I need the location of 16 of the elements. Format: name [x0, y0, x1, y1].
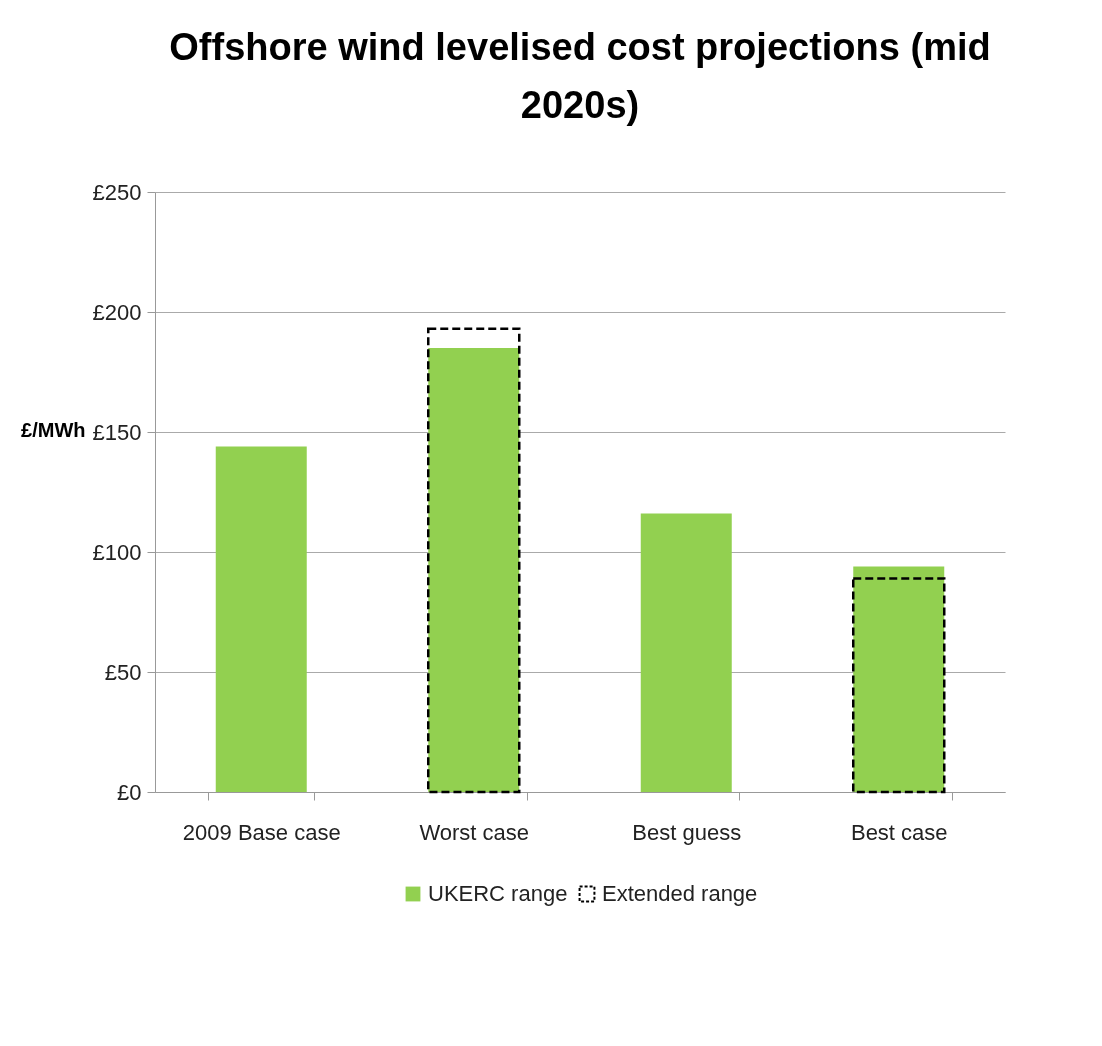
x-tick-label: Worst case — [419, 819, 530, 845]
y-tick-label: £0 — [117, 779, 142, 805]
y-tick-label: £50 — [104, 659, 142, 685]
y-tick-label: £200 — [92, 299, 142, 325]
x-tick-label: Best guess — [632, 819, 742, 845]
y-tick-label: £150 — [92, 419, 142, 445]
bar — [640, 513, 732, 792]
legend-label: Extended range — [602, 881, 758, 906]
bar — [215, 446, 307, 792]
chart-title: Offshore wind levelised cost projections (mid 2020s) — [169, 26, 991, 126]
x-tick-label: Best case — [850, 819, 948, 845]
y-tick-label: £250 — [92, 179, 142, 205]
legend-label: UKERC range — [428, 881, 568, 906]
x-tick-label: 2009 Base case — [182, 819, 341, 845]
y-axis-title: £/MWh — [21, 418, 86, 441]
y-tick-label: £100 — [92, 539, 142, 565]
